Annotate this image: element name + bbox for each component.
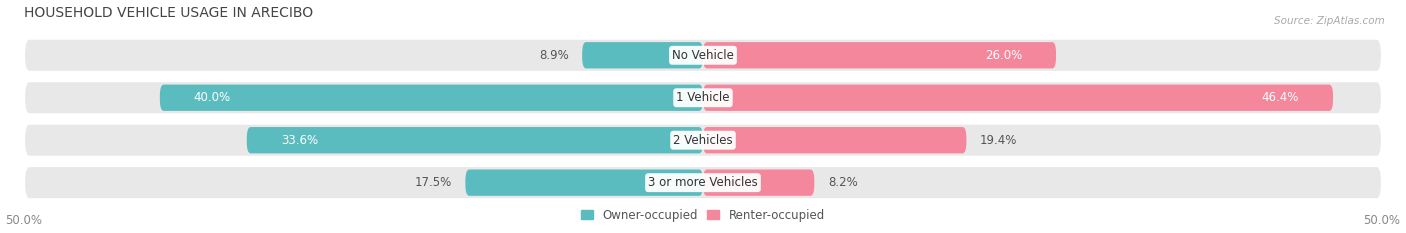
Text: 40.0%: 40.0% <box>194 91 231 104</box>
FancyBboxPatch shape <box>582 42 703 69</box>
FancyBboxPatch shape <box>703 85 1333 111</box>
Text: HOUSEHOLD VEHICLE USAGE IN ARECIBO: HOUSEHOLD VEHICLE USAGE IN ARECIBO <box>24 6 314 20</box>
Text: 8.2%: 8.2% <box>828 176 858 189</box>
Text: 1 Vehicle: 1 Vehicle <box>676 91 730 104</box>
Text: 46.4%: 46.4% <box>1261 91 1299 104</box>
FancyBboxPatch shape <box>160 85 703 111</box>
Text: 2 Vehicles: 2 Vehicles <box>673 134 733 147</box>
FancyBboxPatch shape <box>24 166 1382 199</box>
FancyBboxPatch shape <box>24 124 1382 157</box>
Text: 26.0%: 26.0% <box>984 49 1022 62</box>
Legend: Owner-occupied, Renter-occupied: Owner-occupied, Renter-occupied <box>576 204 830 226</box>
FancyBboxPatch shape <box>703 127 966 153</box>
FancyBboxPatch shape <box>24 39 1382 72</box>
Text: 8.9%: 8.9% <box>538 49 568 62</box>
Text: Source: ZipAtlas.com: Source: ZipAtlas.com <box>1274 16 1385 26</box>
FancyBboxPatch shape <box>24 81 1382 114</box>
Text: 17.5%: 17.5% <box>415 176 451 189</box>
Text: 33.6%: 33.6% <box>281 134 318 147</box>
FancyBboxPatch shape <box>703 170 814 196</box>
Text: No Vehicle: No Vehicle <box>672 49 734 62</box>
FancyBboxPatch shape <box>703 42 1056 69</box>
FancyBboxPatch shape <box>246 127 703 153</box>
Text: 3 or more Vehicles: 3 or more Vehicles <box>648 176 758 189</box>
Text: 19.4%: 19.4% <box>980 134 1018 147</box>
FancyBboxPatch shape <box>465 170 703 196</box>
